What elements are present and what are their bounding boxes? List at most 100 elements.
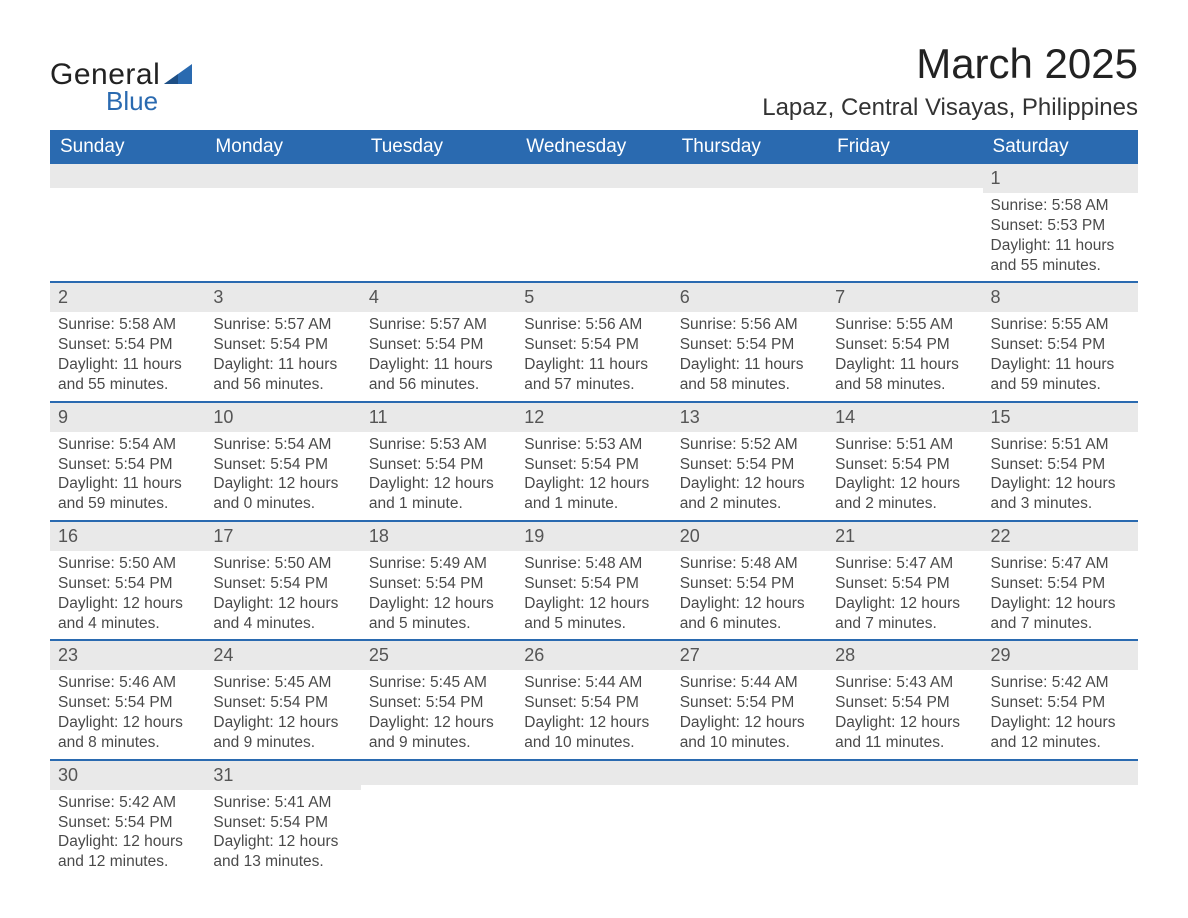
daylight-text: Daylight: 12 hours and 9 minutes. <box>213 713 352 753</box>
sunrise-text: Sunrise: 5:42 AM <box>991 673 1130 693</box>
sunset-text: Sunset: 5:54 PM <box>369 574 508 594</box>
daylight-text: Daylight: 11 hours and 56 minutes. <box>213 355 352 395</box>
day-data <box>983 785 1138 794</box>
calendar-day: 2Sunrise: 5:58 AMSunset: 5:54 PMDaylight… <box>50 282 205 401</box>
calendar-day: 29Sunrise: 5:42 AMSunset: 5:54 PMDayligh… <box>983 640 1138 759</box>
day-header: Tuesday <box>361 130 516 164</box>
sunset-text: Sunset: 5:54 PM <box>835 574 974 594</box>
calendar-day: 13Sunrise: 5:52 AMSunset: 5:54 PMDayligh… <box>672 402 827 521</box>
calendar-day: 6Sunrise: 5:56 AMSunset: 5:54 PMDaylight… <box>672 282 827 401</box>
day-data: Sunrise: 5:42 AMSunset: 5:54 PMDaylight:… <box>50 790 205 878</box>
calendar-day: 17Sunrise: 5:50 AMSunset: 5:54 PMDayligh… <box>205 521 360 640</box>
daylight-text: Daylight: 12 hours and 9 minutes. <box>369 713 508 753</box>
calendar-day: 20Sunrise: 5:48 AMSunset: 5:54 PMDayligh… <box>672 521 827 640</box>
day-data <box>827 785 982 794</box>
sunrise-text: Sunrise: 5:50 AM <box>213 554 352 574</box>
daylight-text: Daylight: 12 hours and 11 minutes. <box>835 713 974 753</box>
sunrise-text: Sunrise: 5:50 AM <box>58 554 197 574</box>
sunrise-text: Sunrise: 5:57 AM <box>369 315 508 335</box>
day-data: Sunrise: 5:41 AMSunset: 5:54 PMDaylight:… <box>205 790 360 878</box>
day-number: 20 <box>672 522 827 551</box>
sunset-text: Sunset: 5:54 PM <box>524 574 663 594</box>
calendar-day <box>516 164 671 282</box>
day-data: Sunrise: 5:47 AMSunset: 5:54 PMDaylight:… <box>983 551 1138 639</box>
day-number <box>361 164 516 188</box>
day-data: Sunrise: 5:55 AMSunset: 5:54 PMDaylight:… <box>827 312 982 400</box>
day-number: 21 <box>827 522 982 551</box>
daylight-text: Daylight: 12 hours and 0 minutes. <box>213 474 352 514</box>
daylight-text: Daylight: 12 hours and 5 minutes. <box>369 594 508 634</box>
sunset-text: Sunset: 5:54 PM <box>213 455 352 475</box>
daylight-text: Daylight: 12 hours and 5 minutes. <box>524 594 663 634</box>
day-data: Sunrise: 5:48 AMSunset: 5:54 PMDaylight:… <box>672 551 827 639</box>
sunset-text: Sunset: 5:54 PM <box>369 455 508 475</box>
calendar-week: 30Sunrise: 5:42 AMSunset: 5:54 PMDayligh… <box>50 760 1138 878</box>
sunset-text: Sunset: 5:54 PM <box>58 813 197 833</box>
sunrise-text: Sunrise: 5:53 AM <box>369 435 508 455</box>
sunrise-text: Sunrise: 5:53 AM <box>524 435 663 455</box>
sunrise-text: Sunrise: 5:44 AM <box>524 673 663 693</box>
daylight-text: Daylight: 11 hours and 58 minutes. <box>680 355 819 395</box>
calendar-week: 1Sunrise: 5:58 AMSunset: 5:53 PMDaylight… <box>50 164 1138 282</box>
calendar-day: 21Sunrise: 5:47 AMSunset: 5:54 PMDayligh… <box>827 521 982 640</box>
sunset-text: Sunset: 5:54 PM <box>369 693 508 713</box>
calendar-week: 2Sunrise: 5:58 AMSunset: 5:54 PMDaylight… <box>50 282 1138 401</box>
sunset-text: Sunset: 5:54 PM <box>524 455 663 475</box>
sunrise-text: Sunrise: 5:57 AM <box>213 315 352 335</box>
day-number: 2 <box>50 283 205 312</box>
sunrise-text: Sunrise: 5:47 AM <box>835 554 974 574</box>
calendar-day <box>516 760 671 878</box>
sunset-text: Sunset: 5:54 PM <box>524 693 663 713</box>
sunset-text: Sunset: 5:54 PM <box>680 574 819 594</box>
day-number: 11 <box>361 403 516 432</box>
day-data: Sunrise: 5:44 AMSunset: 5:54 PMDaylight:… <box>516 670 671 758</box>
day-data <box>827 188 982 197</box>
calendar-day: 12Sunrise: 5:53 AMSunset: 5:54 PMDayligh… <box>516 402 671 521</box>
sunrise-text: Sunrise: 5:45 AM <box>213 673 352 693</box>
calendar-day: 15Sunrise: 5:51 AMSunset: 5:54 PMDayligh… <box>983 402 1138 521</box>
calendar-day: 10Sunrise: 5:54 AMSunset: 5:54 PMDayligh… <box>205 402 360 521</box>
day-number: 30 <box>50 761 205 790</box>
calendar-day: 16Sunrise: 5:50 AMSunset: 5:54 PMDayligh… <box>50 521 205 640</box>
sunset-text: Sunset: 5:54 PM <box>835 693 974 713</box>
day-number <box>361 761 516 785</box>
calendar-day: 31Sunrise: 5:41 AMSunset: 5:54 PMDayligh… <box>205 760 360 878</box>
day-number <box>516 761 671 785</box>
day-data: Sunrise: 5:52 AMSunset: 5:54 PMDaylight:… <box>672 432 827 520</box>
day-number: 9 <box>50 403 205 432</box>
day-number: 17 <box>205 522 360 551</box>
day-data <box>672 785 827 794</box>
title-block: March 2025 Lapaz, Central Visayas, Phili… <box>762 40 1138 122</box>
logo: General Blue <box>50 40 192 117</box>
calendar-day <box>827 760 982 878</box>
day-number: 25 <box>361 641 516 670</box>
sunrise-text: Sunrise: 5:47 AM <box>991 554 1130 574</box>
day-number: 26 <box>516 641 671 670</box>
calendar-day: 5Sunrise: 5:56 AMSunset: 5:54 PMDaylight… <box>516 282 671 401</box>
month-title: March 2025 <box>762 40 1138 88</box>
calendar-day <box>983 760 1138 878</box>
calendar-day: 3Sunrise: 5:57 AMSunset: 5:54 PMDaylight… <box>205 282 360 401</box>
day-data <box>672 188 827 197</box>
day-number: 16 <box>50 522 205 551</box>
sunrise-text: Sunrise: 5:56 AM <box>524 315 663 335</box>
day-number <box>983 761 1138 785</box>
day-data <box>516 785 671 794</box>
daylight-text: Daylight: 11 hours and 56 minutes. <box>369 355 508 395</box>
day-data: Sunrise: 5:46 AMSunset: 5:54 PMDaylight:… <box>50 670 205 758</box>
sunrise-text: Sunrise: 5:55 AM <box>835 315 974 335</box>
sunset-text: Sunset: 5:54 PM <box>213 813 352 833</box>
sunset-text: Sunset: 5:54 PM <box>680 455 819 475</box>
sunset-text: Sunset: 5:54 PM <box>369 335 508 355</box>
day-data: Sunrise: 5:48 AMSunset: 5:54 PMDaylight:… <box>516 551 671 639</box>
sunrise-text: Sunrise: 5:51 AM <box>991 435 1130 455</box>
daylight-text: Daylight: 11 hours and 57 minutes. <box>524 355 663 395</box>
daylight-text: Daylight: 11 hours and 55 minutes. <box>58 355 197 395</box>
calendar-day <box>50 164 205 282</box>
day-number <box>50 164 205 188</box>
sunrise-text: Sunrise: 5:55 AM <box>991 315 1130 335</box>
day-data: Sunrise: 5:57 AMSunset: 5:54 PMDaylight:… <box>205 312 360 400</box>
sunrise-text: Sunrise: 5:48 AM <box>680 554 819 574</box>
sunset-text: Sunset: 5:54 PM <box>58 574 197 594</box>
daylight-text: Daylight: 12 hours and 2 minutes. <box>835 474 974 514</box>
